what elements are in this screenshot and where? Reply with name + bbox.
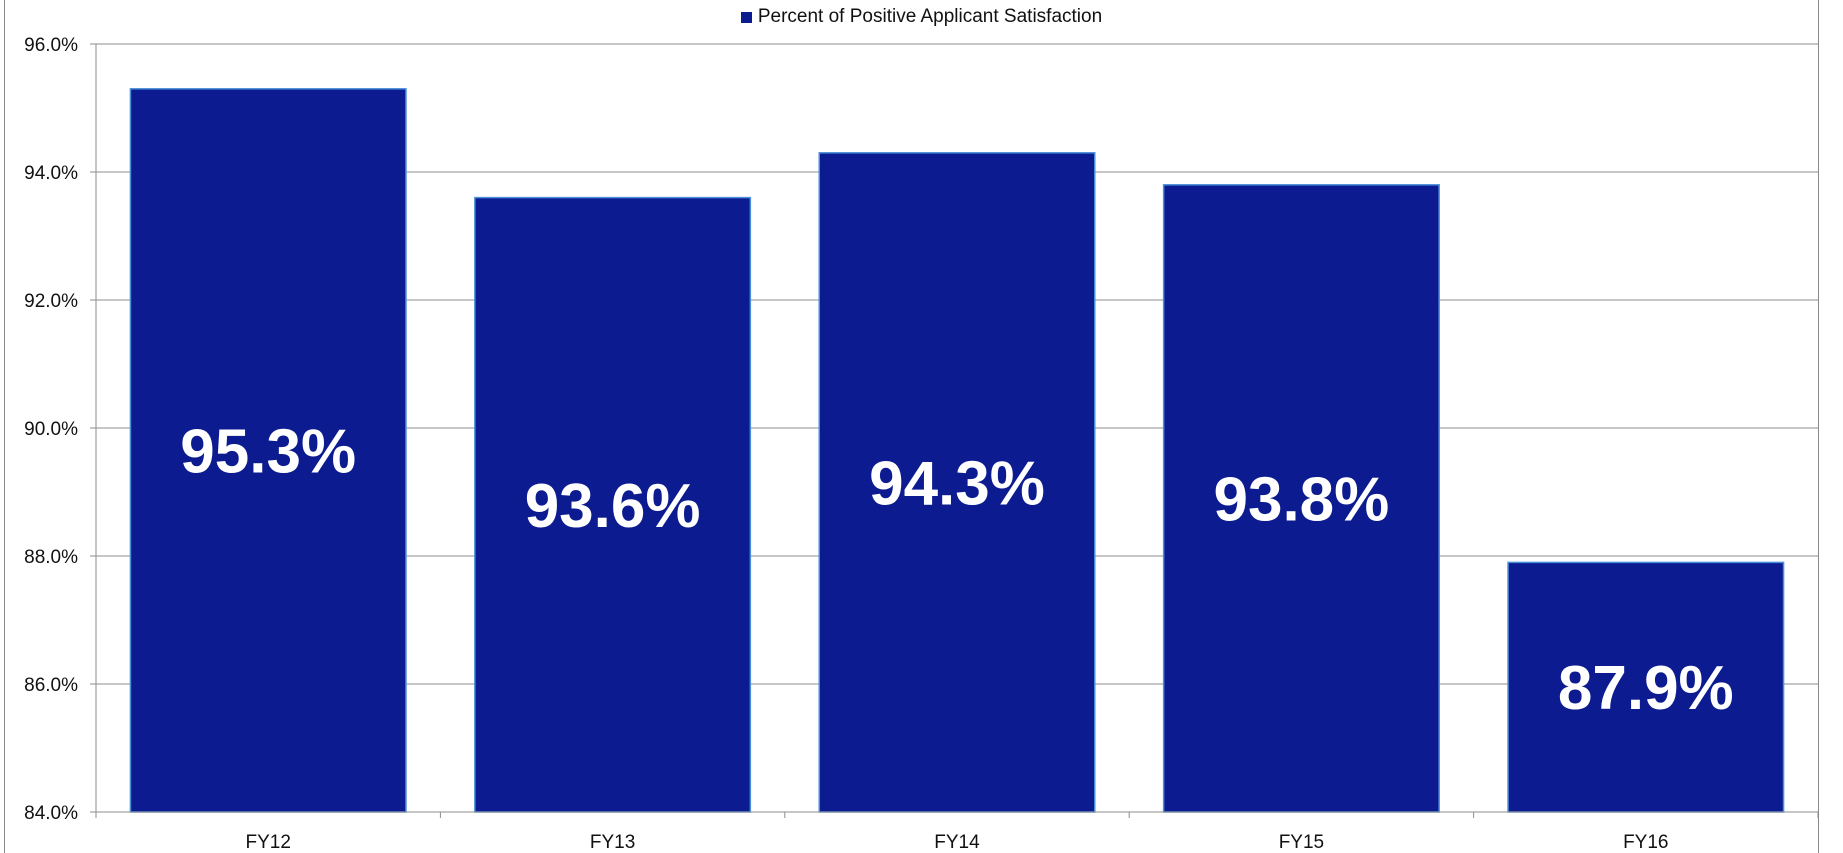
y-tick-label: 86.0% bbox=[24, 675, 78, 696]
bar-data-label: 93.8% bbox=[1213, 465, 1389, 534]
y-tick-label: 94.0% bbox=[24, 163, 78, 184]
legend-label: Percent of Positive Applicant Satisfacti… bbox=[757, 6, 1103, 27]
bar bbox=[818, 152, 1096, 813]
legend-swatch bbox=[740, 11, 752, 23]
bar-data-label: 94.3% bbox=[869, 449, 1045, 518]
x-tick-label: FY13 bbox=[590, 832, 635, 853]
y-tick-label: 96.0% bbox=[24, 35, 78, 56]
bar-data-label: 87.9% bbox=[1558, 654, 1734, 723]
bar bbox=[474, 196, 752, 813]
x-tick-label: FY16 bbox=[1623, 832, 1668, 853]
bar bbox=[129, 88, 407, 813]
y-tick-label: 84.0% bbox=[24, 803, 78, 824]
legend: Percent of Positive Applicant Satisfacti… bbox=[0, 6, 1843, 28]
y-tick-label: 92.0% bbox=[24, 291, 78, 312]
bar-data-label: 93.6% bbox=[525, 472, 701, 541]
chart-right-border bbox=[1818, 0, 1819, 853]
bar bbox=[1507, 561, 1785, 813]
y-tick-label: 90.0% bbox=[24, 419, 78, 440]
x-tick-label: FY14 bbox=[934, 832, 980, 853]
bar-data-label: 95.3% bbox=[180, 417, 356, 486]
x-tick-label: FY12 bbox=[245, 832, 290, 853]
bar bbox=[1162, 184, 1440, 813]
x-tick-label: FY15 bbox=[1279, 832, 1324, 853]
y-tick-label: 88.0% bbox=[24, 547, 78, 568]
chart-left-border bbox=[4, 0, 5, 853]
